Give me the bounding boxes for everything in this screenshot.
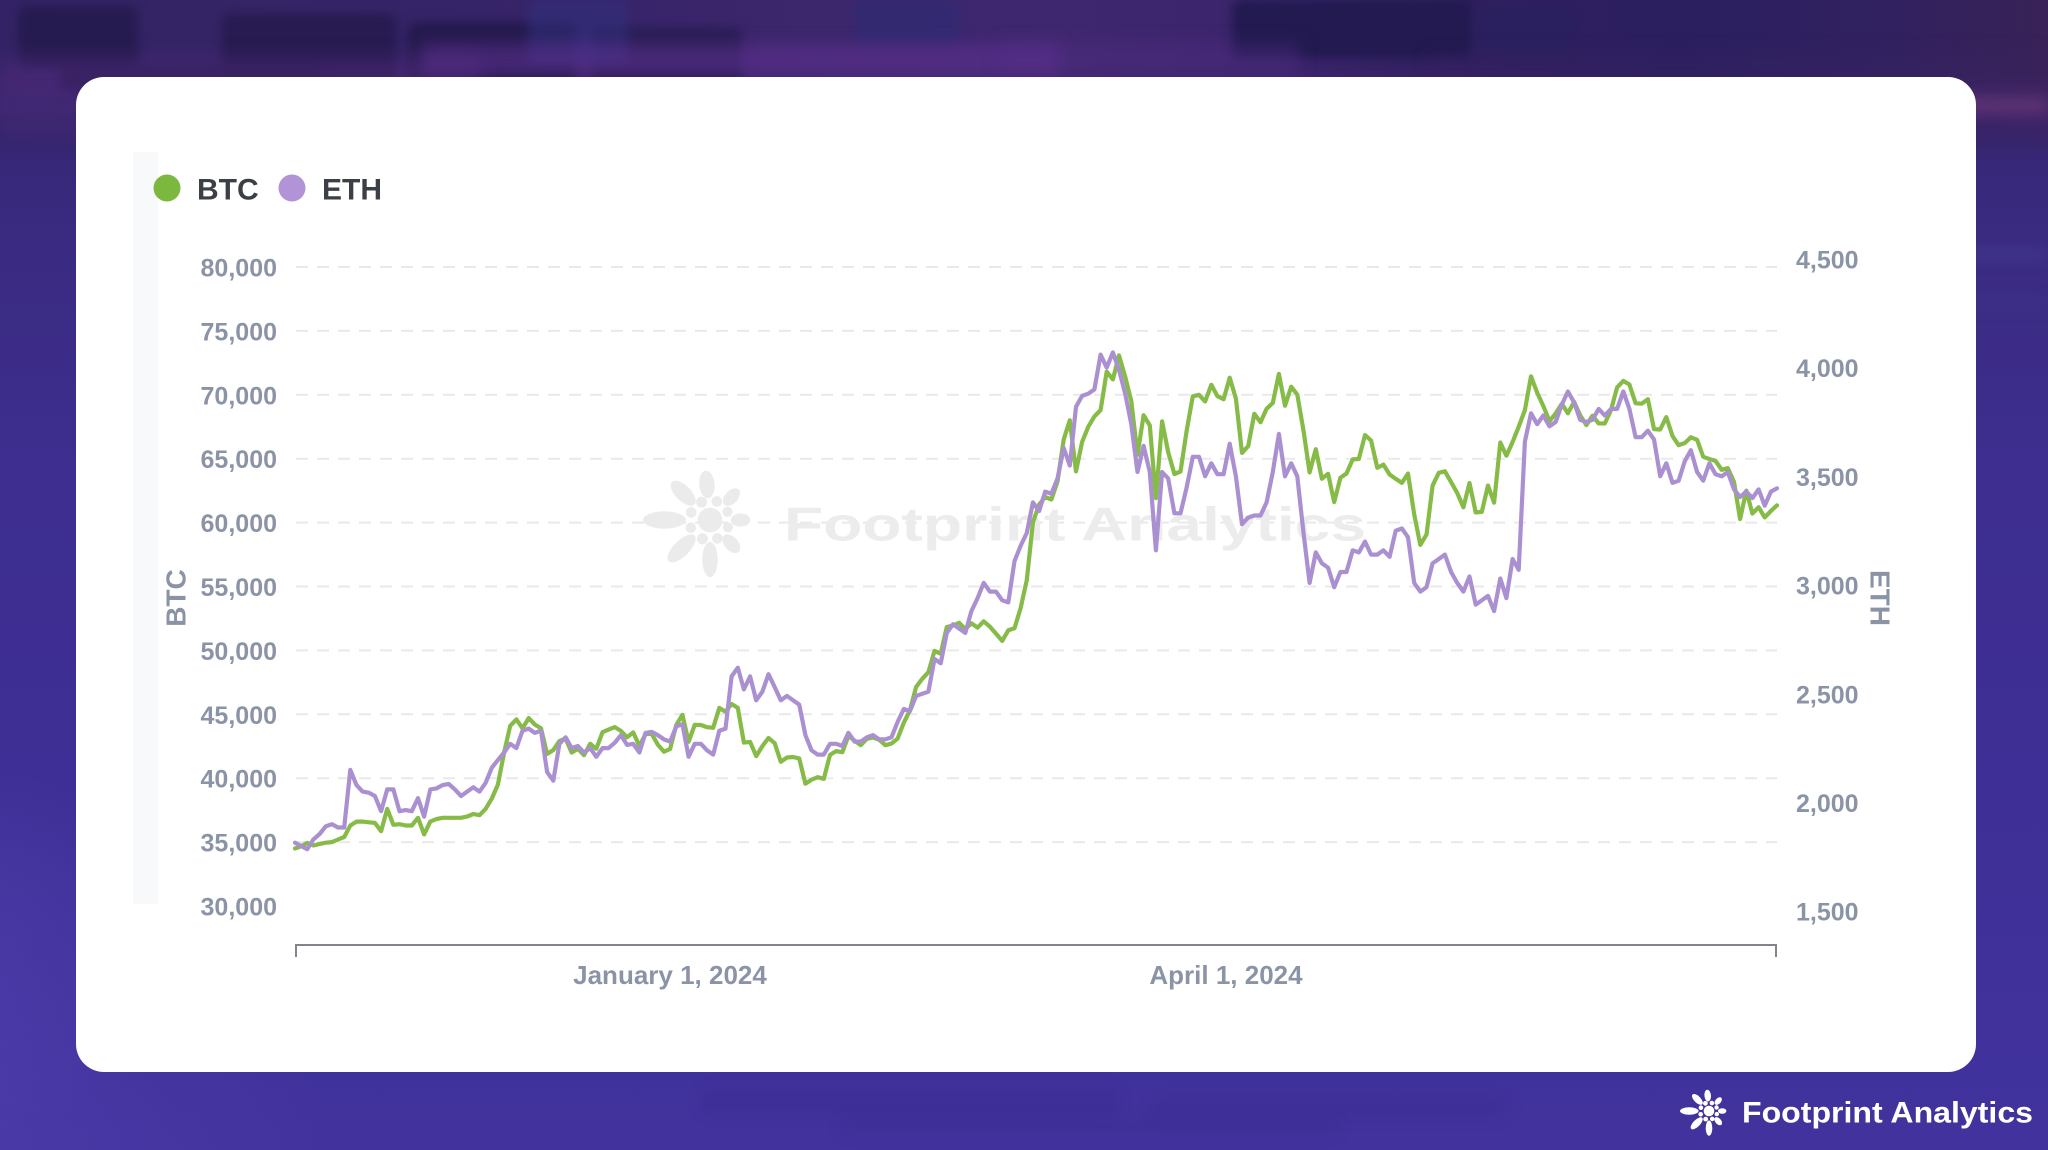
- svg-text:50,000: 50,000: [201, 638, 277, 666]
- svg-text:45,000: 45,000: [201, 702, 277, 730]
- svg-text:70,000: 70,000: [201, 382, 277, 410]
- svg-text:55,000: 55,000: [201, 574, 277, 602]
- svg-text:3,500: 3,500: [1796, 464, 1859, 492]
- svg-text:ETH: ETH: [1865, 570, 1896, 626]
- svg-text:2,500: 2,500: [1796, 681, 1859, 709]
- svg-text:65,000: 65,000: [201, 446, 277, 474]
- svg-text:ETH: ETH: [322, 174, 382, 207]
- svg-text:2,000: 2,000: [1796, 790, 1859, 818]
- svg-text:75,000: 75,000: [201, 318, 277, 346]
- svg-text:January 1, 2024: January 1, 2024: [573, 960, 767, 990]
- svg-text:BTC: BTC: [161, 569, 192, 627]
- svg-text:60,000: 60,000: [201, 510, 277, 538]
- svg-text:30,000: 30,000: [201, 894, 277, 922]
- svg-text:35,000: 35,000: [201, 830, 277, 858]
- svg-text:4,000: 4,000: [1796, 355, 1859, 383]
- svg-text:Footprint Analytics: Footprint Analytics: [784, 498, 1366, 551]
- svg-text:4,500: 4,500: [1796, 247, 1859, 275]
- svg-text:40,000: 40,000: [201, 766, 277, 794]
- svg-text:1,500: 1,500: [1796, 899, 1859, 927]
- svg-text:BTC: BTC: [197, 174, 259, 207]
- svg-text:April 1, 2024: April 1, 2024: [1149, 960, 1303, 990]
- svg-text:3,000: 3,000: [1796, 573, 1859, 601]
- svg-text:Footprint Analytics: Footprint Analytics: [1742, 1097, 2033, 1130]
- svg-text:80,000: 80,000: [201, 255, 277, 283]
